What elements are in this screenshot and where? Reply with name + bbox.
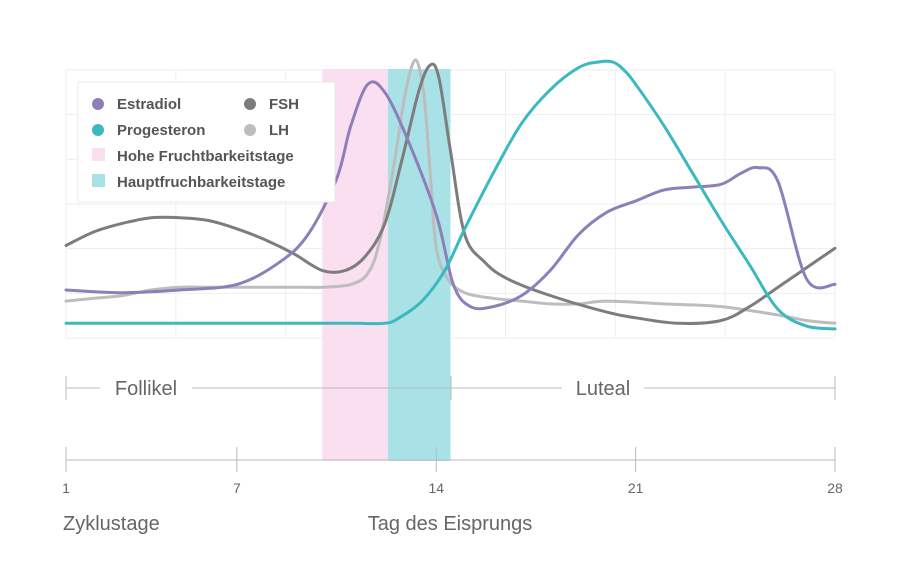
legend-box (77, 81, 336, 203)
phase-luteal-label: Luteal (576, 378, 631, 400)
fertility-bands (322, 69, 451, 461)
x-axis-title: Zyklustage (63, 513, 160, 535)
legend-hohe-fruchtbarkeit-swatch (92, 148, 105, 161)
legend-lh-label: LH (269, 122, 289, 139)
legend-estradiol-dot (92, 98, 104, 110)
day-ticks: 1 7 14 21 28 (62, 447, 843, 496)
day-tick-label: 14 (428, 480, 444, 496)
legend-hauptfruchtbarkeit-label: Hauptfruchbarkeitstage (117, 174, 285, 191)
day-tick-label: 7 (233, 480, 241, 496)
legend-fsh-label: FSH (269, 96, 299, 113)
phase-follikel-label: Follikel (115, 378, 177, 400)
legend-progesteron-dot (92, 124, 104, 136)
day-tick-label: 1 (62, 480, 70, 496)
legend-hohe-fruchtbarkeit-label: Hohe Fruchtbarkeitstage (117, 148, 294, 165)
day-tick-label: 28 (827, 480, 843, 496)
legend-progesteron-label: Progesteron (117, 122, 205, 139)
chart-legend: Estradiol FSH Progesteron LH Hohe Frucht… (77, 81, 336, 203)
day-tick-label: 21 (628, 480, 644, 496)
series-line-progesteron (64, 59, 837, 331)
hormone-lines (64, 58, 837, 331)
ovulation-label: Tag des Eisprungs (368, 513, 533, 535)
day-axis: 1 7 14 21 28 (62, 447, 843, 496)
legend-estradiol-label: Estradiol (117, 96, 181, 113)
series-line-estradiol (64, 80, 837, 311)
legend-lh-dot (244, 124, 256, 136)
legend-hauptfruchtbarkeit-swatch (92, 174, 105, 187)
legend-fsh-dot (244, 98, 256, 110)
phase-axis: Follikel Luteal (65, 376, 836, 400)
series-line-fsh (64, 62, 837, 325)
